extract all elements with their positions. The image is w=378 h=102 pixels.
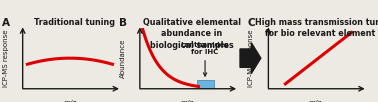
Bar xyxy=(197,80,214,88)
Text: High mass transmission tune
for bio relevant element: High mass transmission tune for bio rele… xyxy=(255,18,378,38)
Text: Lanthanides
for IHC: Lanthanides for IHC xyxy=(181,42,229,76)
Text: m/z: m/z xyxy=(181,100,194,102)
Text: m/z: m/z xyxy=(64,100,76,102)
Text: B: B xyxy=(119,18,127,28)
Text: ICP-MS response: ICP-MS response xyxy=(248,29,254,87)
Text: Qualitative elemental
abundance in
biological samples: Qualitative elemental abundance in biolo… xyxy=(143,18,241,50)
Text: A: A xyxy=(2,18,10,28)
Text: C: C xyxy=(248,18,255,28)
Text: Abundance: Abundance xyxy=(120,38,126,78)
Text: Traditional tuning: Traditional tuning xyxy=(34,18,115,27)
Text: ICP-MS response: ICP-MS response xyxy=(3,29,9,87)
Text: m/z: m/z xyxy=(309,100,322,102)
